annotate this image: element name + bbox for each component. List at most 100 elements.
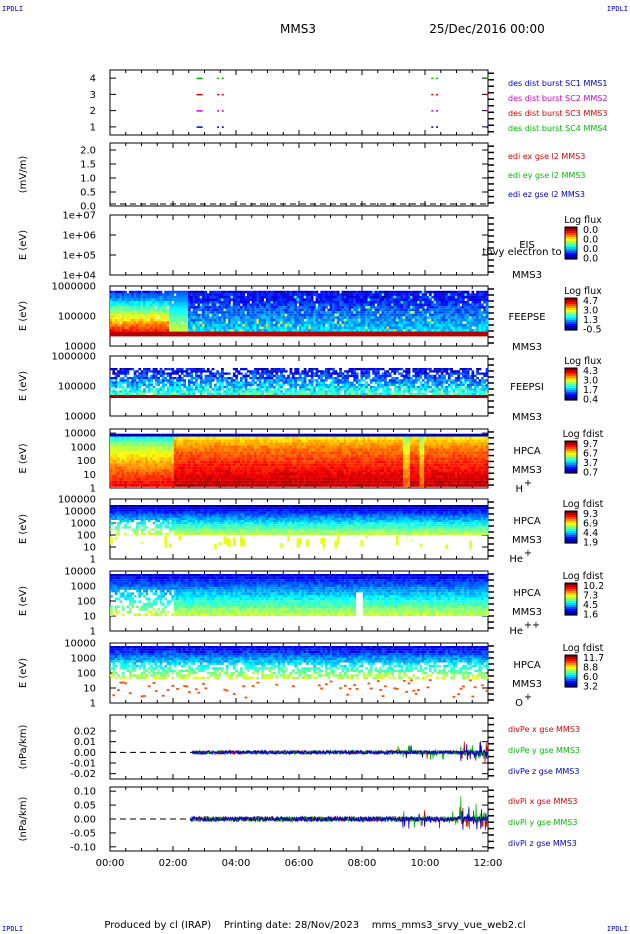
spectrogram-cell <box>280 321 283 324</box>
spectrogram-cell <box>327 372 331 375</box>
spectrogram-cell <box>414 329 418 332</box>
spectrogram-cell <box>374 295 378 299</box>
spectrogram-cell <box>407 381 411 384</box>
spectrogram-cell <box>417 313 420 317</box>
spectrogram-cell <box>145 379 149 382</box>
spectrogram-cell <box>480 386 484 389</box>
spectrogram-cell <box>273 331 276 337</box>
spectrogram-cell <box>485 386 489 389</box>
spectrogram-cell <box>249 383 253 386</box>
spectrogram-cell <box>166 374 170 377</box>
spectrogram-cell <box>157 321 161 324</box>
spectrogram-cell <box>466 311 470 314</box>
spectrogram-cell <box>313 379 316 382</box>
spectrogram-cell <box>372 386 375 389</box>
spectrogram-cell <box>476 323 479 327</box>
spectrogram-cell <box>306 383 309 386</box>
y-tick-label: 10000 <box>64 412 96 423</box>
spectrogram-cell <box>417 329 420 332</box>
spectrogram-cell <box>275 308 279 312</box>
spectrogram-cell <box>275 326 279 330</box>
spectrogram-cell <box>147 390 151 393</box>
spectrogram-cell <box>348 392 352 395</box>
spectrogram-cell <box>308 303 312 307</box>
spectrogram-cell <box>400 303 404 307</box>
spectrogram-cell <box>438 316 442 319</box>
spectrogram-cell <box>154 331 158 337</box>
spectrogram-cell <box>350 392 354 395</box>
spectrogram-cell <box>419 390 423 393</box>
spectrogram-cell <box>143 323 146 327</box>
spectrogram-cell <box>258 386 262 389</box>
spectrogram-cell <box>159 392 163 395</box>
spectrogram-cell <box>379 374 383 377</box>
spectrogram-cell <box>256 368 260 371</box>
spectrogram-cell <box>412 386 416 389</box>
spectrogram-cell <box>480 326 484 330</box>
spectrogram-cell <box>232 368 236 371</box>
spectrogram-cell <box>393 390 397 393</box>
spectrogram-cell <box>473 306 477 309</box>
spectrogram-cell <box>296 395 300 398</box>
spectrogram-cell <box>308 390 312 393</box>
spectrogram-cell <box>232 303 236 307</box>
spectrogram-cell <box>237 386 241 389</box>
burst-mark <box>436 77 439 80</box>
spectrogram-cell <box>386 306 390 309</box>
spectrogram-cell <box>258 379 262 382</box>
spectrogram-cell <box>197 374 201 377</box>
spectrogram-cell <box>452 326 456 330</box>
spectrogram-cell <box>218 301 222 304</box>
spectrogram-cell <box>140 381 144 384</box>
spectrogram-cell <box>251 326 255 330</box>
spectrogram-cell <box>218 386 222 389</box>
spectrogram-cell <box>405 316 409 319</box>
spectrogram-cell <box>270 372 274 375</box>
spectrogram-cell <box>247 303 250 307</box>
spectrogram-cell <box>381 377 385 380</box>
spectrogram-cell <box>308 311 312 314</box>
spectrogram-cell <box>145 298 149 301</box>
spectrogram-cell <box>294 386 298 389</box>
spectrogram-cell <box>154 311 158 314</box>
spectrogram-cell <box>261 303 264 307</box>
spectrogram-cell <box>332 321 335 324</box>
spectrogram-cell <box>310 370 314 373</box>
spectrogram-cell <box>164 390 168 393</box>
spectrogram-cell <box>249 390 253 393</box>
spectrogram-cell <box>365 377 368 380</box>
spectrogram-cell <box>211 374 215 377</box>
spectrogram-cell <box>166 318 170 322</box>
spectrogram-cell <box>161 308 165 312</box>
spectrogram-cell <box>223 308 227 312</box>
spectrogram-cell <box>169 298 172 301</box>
spectrogram-cell <box>112 368 116 371</box>
spectrogram-cell <box>173 372 177 375</box>
spectrogram-cell <box>343 392 347 395</box>
spectrogram-cell <box>150 326 153 330</box>
spectrogram-cell <box>270 379 274 382</box>
spectrogram-cell <box>157 377 161 380</box>
spectrogram-cell <box>145 390 149 393</box>
spectrogram-cell <box>440 321 444 324</box>
spectrogram-cell <box>195 316 198 319</box>
spectrogram-cell <box>135 392 139 395</box>
spectrogram-cell <box>450 295 453 299</box>
spectrogram-cell <box>315 379 319 382</box>
spectrogram-cell <box>428 368 432 371</box>
spectrogram-cell <box>405 386 409 389</box>
spectrogram-cell <box>209 326 212 330</box>
spectrogram-cell <box>183 293 186 296</box>
spectrogram-cell <box>225 293 229 296</box>
spectrogram-cell <box>367 301 371 304</box>
spectrogram-cell <box>275 295 279 299</box>
spectrogram-cell <box>169 331 172 337</box>
spectrogram-cell <box>350 301 354 304</box>
spectrogram-cell <box>273 392 276 395</box>
spectrogram-cell <box>384 290 387 294</box>
spectrogram-cell <box>410 383 413 386</box>
spectrogram-cell <box>329 329 333 332</box>
spectrogram-cell <box>147 313 151 317</box>
spectrogram-cell <box>161 395 165 398</box>
spectrogram-cell <box>473 381 477 384</box>
